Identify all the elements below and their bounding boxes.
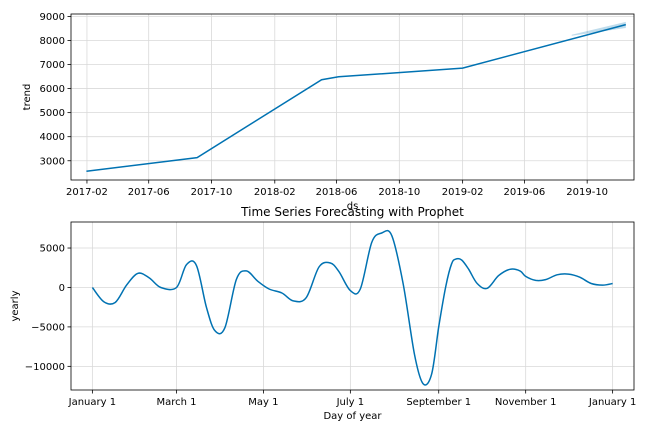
trend-axis-ticks: 2017-02 2017-06 2017-10 2018-02 2018-06 2018-… — [40, 12, 609, 198]
yearly-y-tick-label: −5000 — [31, 322, 65, 333]
trend-grid — [71, 14, 634, 180]
trend-y-axis-label: trend — [22, 84, 33, 111]
yearly-plot-frame — [70, 221, 635, 391]
yearly-chart-title: Time Series Forecasting with Prophet — [240, 205, 464, 219]
trend-y-tick-label: 5000 — [40, 108, 65, 119]
trend-y-tick-label: 7000 — [40, 60, 65, 71]
yearly-grid — [71, 222, 634, 390]
trend-chart: 2017-02 2017-06 2017-10 2018-02 2018-06 2018-… — [22, 12, 635, 212]
trend-line — [86, 23, 626, 173]
yearly-x-axis-label: Day of year — [323, 411, 382, 422]
trend-y-tick-label: 8000 — [40, 36, 65, 47]
trend-x-tick-label: 2019-10 — [566, 187, 608, 198]
yearly-x-tick-label: September 1 — [406, 397, 471, 408]
yearly-x-tick-label: January 1 — [588, 397, 636, 408]
yearly-chart: January 1 March 1 May 1 July 1 September 1 No… — [10, 205, 636, 422]
trend-y-tick-label: 4000 — [40, 132, 65, 143]
trend-y-tick-label: 9000 — [40, 12, 65, 23]
yearly-y-axis-label: yearly — [10, 290, 21, 321]
trend-y-tick-label: 6000 — [40, 84, 65, 95]
yearly-y-tick-label: −10000 — [25, 362, 65, 373]
trend-uncertainty-band — [571, 21, 626, 36]
yearly-x-tick-label: May 1 — [248, 397, 278, 408]
trend-x-tick-label: 2018-06 — [316, 187, 358, 198]
trend-x-tick-label: 2018-02 — [254, 187, 296, 198]
yearly-y-tick-label: 5000 — [40, 244, 65, 255]
trend-x-tick-label: 2017-02 — [66, 187, 108, 198]
yearly-axis-ticks: January 1 March 1 May 1 July 1 September 1 No… — [25, 244, 637, 408]
yearly-line — [91, 229, 613, 386]
trend-plot-frame — [70, 13, 635, 181]
trend-x-tick-label: 2017-10 — [191, 187, 233, 198]
yearly-x-tick-label: January 1 — [68, 397, 116, 408]
trend-x-tick-label: 2019-06 — [503, 187, 545, 198]
trend-x-axis-label: ds — [347, 201, 359, 212]
yearly-y-tick-label: 0 — [59, 283, 65, 294]
trend-x-tick-label: 2019-02 — [442, 187, 484, 198]
trend-x-tick-label: 2017-06 — [128, 187, 170, 198]
trend-x-tick-label: 2018-10 — [378, 187, 420, 198]
yearly-x-tick-label: November 1 — [495, 397, 557, 408]
yearly-x-tick-label: July 1 — [336, 397, 365, 408]
yearly-x-tick-label: March 1 — [156, 397, 196, 408]
trend-y-tick-label: 3000 — [40, 156, 65, 167]
